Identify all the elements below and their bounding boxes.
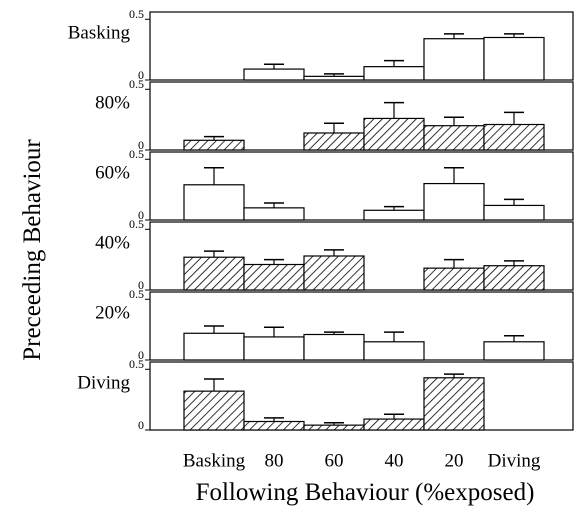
bar	[183, 139, 245, 151]
y-tick-label: 0	[138, 68, 144, 82]
panel-label: 80%	[95, 92, 130, 113]
y-tick-label: 0.5	[129, 217, 144, 231]
panel-label: Basking	[68, 22, 131, 43]
x-tick-label: 60	[325, 450, 344, 471]
bar	[363, 66, 425, 81]
bar	[183, 256, 245, 291]
bar	[243, 336, 305, 361]
bar	[303, 75, 365, 81]
y-tick-label: 0.5	[129, 147, 144, 161]
x-axis-label: Following Behaviour (%exposed)	[196, 479, 535, 506]
panel-label: 40%	[95, 232, 130, 253]
bar	[363, 341, 425, 361]
bar	[243, 263, 305, 291]
y-axis-label: Preceeding Behaviour	[19, 139, 46, 361]
bar	[483, 204, 545, 221]
y-tick-label: 0	[138, 348, 144, 362]
y-tick-label: 0.5	[129, 287, 144, 301]
y-tick-label: 0	[138, 278, 144, 292]
bar	[423, 267, 485, 291]
bar	[483, 36, 545, 81]
bar	[243, 68, 305, 81]
bar	[483, 341, 545, 361]
y-tick-label: 0.5	[129, 77, 144, 91]
panel-frame	[149, 151, 574, 221]
x-tick-label: 80	[265, 450, 284, 471]
y-tick-label: 0.5	[129, 357, 144, 371]
bar	[183, 332, 245, 361]
x-tick-label: 40	[385, 450, 404, 471]
bar	[483, 265, 545, 291]
bar	[363, 209, 425, 221]
x-tick-label: Basking	[183, 450, 246, 471]
y-tick-label: 0	[138, 208, 144, 222]
bar	[363, 418, 425, 431]
panel-label: 60%	[95, 162, 130, 183]
y-tick-label: 0	[138, 418, 144, 432]
bar	[183, 184, 245, 221]
y-tick-label: 0.5	[129, 7, 144, 21]
bar	[303, 132, 365, 151]
x-tick-label: Diving	[488, 450, 541, 471]
bar	[303, 333, 365, 361]
panel-label: Diving	[77, 372, 130, 393]
bar	[243, 420, 305, 431]
x-tick-label: 20	[445, 450, 464, 471]
bar	[303, 424, 365, 431]
panel-label: 20%	[95, 302, 130, 323]
bar	[423, 38, 485, 81]
bar	[423, 125, 485, 151]
bar	[303, 255, 365, 291]
bar	[423, 377, 485, 431]
bar	[423, 182, 485, 221]
y-tick-label: 0	[138, 138, 144, 152]
bar	[243, 207, 305, 221]
bar	[183, 390, 245, 431]
bar	[483, 123, 545, 151]
bar	[363, 117, 425, 151]
